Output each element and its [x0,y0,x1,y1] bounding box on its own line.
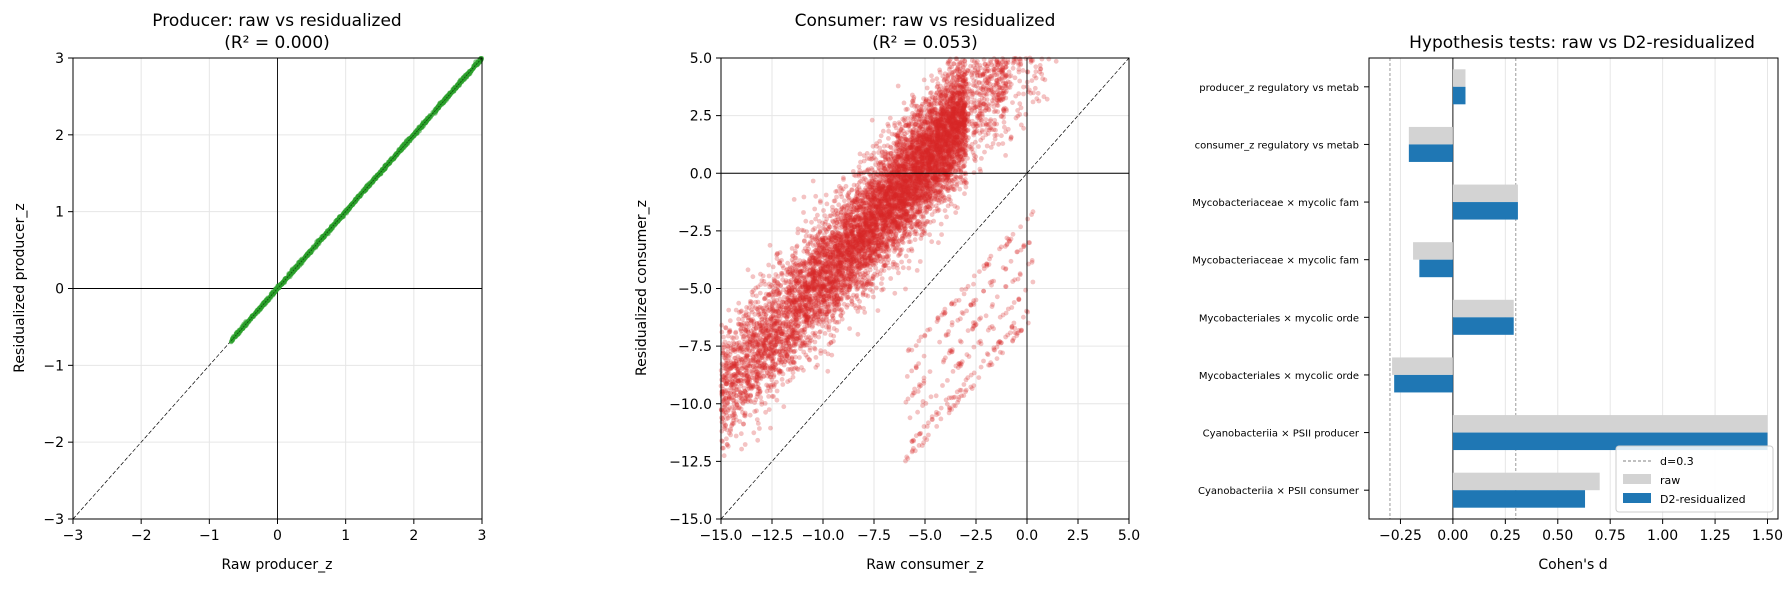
producer-title: Producer: raw vs residualized [152,11,401,31]
consumer-point [953,210,958,215]
consumer-point [825,202,830,207]
consumer-title: Consumer: raw vs residualized [795,11,1056,31]
consumer-point [915,268,920,273]
consumer-point [739,447,744,452]
producer-point [230,338,235,343]
consumer-point [814,355,819,360]
consumer-point [925,86,930,91]
consumer-point [766,263,771,268]
producer-point [350,201,355,206]
consumer-point [861,306,866,311]
consumer-point [962,191,967,196]
consumer-point [1003,153,1008,158]
consumer-point [818,351,823,356]
consumer-point [880,276,885,281]
consumer-point [936,240,941,245]
consumer-point [834,195,839,200]
consumer-point [838,192,843,197]
producer-subtitle: (R² = 0.000) [224,33,330,53]
y-tick-label: 0 [55,282,64,298]
x-tick-label: 0 [273,528,282,544]
consumer-point [719,323,724,328]
consumer-point [899,260,904,265]
consumer-subtitle: (R² = 0.053) [872,33,978,53]
consumer-point [721,335,726,340]
consumer-point [751,274,756,279]
consumer-point [767,274,772,279]
consumer-point [1036,91,1041,96]
y-tick-label: 1 [55,205,64,221]
consumer-point [1021,68,1026,73]
consumer-point [999,133,1004,138]
consumer-point [1033,86,1038,91]
consumer-point [1032,74,1037,79]
consumer-point [996,142,1001,147]
producer-point [255,308,260,313]
consumer-point [736,301,741,306]
consumer-point [982,150,987,155]
y-tick-label: −2 [43,435,64,451]
consumer-point [929,73,934,78]
consumer-point [994,133,999,138]
consumer-point [881,129,886,134]
producer-point [329,224,334,229]
consumer-point [753,300,758,305]
consumer-point [1014,116,1019,121]
y-tick-label: −1 [43,358,64,374]
x-tick-label: −2 [131,528,152,544]
x-tick-label: 3 [478,528,487,544]
consumer-point [862,310,867,315]
y-tick-label: −3 [43,512,64,528]
x-tick-label: 2 [409,528,418,544]
x-tick-label: −3 [63,528,84,544]
consumer-point [757,426,762,431]
consumer-point [781,404,786,409]
producer-ylabel: Residualized producer_z [12,203,28,372]
consumer-point [870,118,875,123]
consumer-point [972,170,977,175]
x-tick-label: −1 [199,528,220,544]
consumer-point [888,116,893,121]
consumer-point [719,330,724,335]
y-tick-label: 2 [55,128,64,144]
consumer-point [722,453,727,458]
producer-point [423,121,428,126]
consumer-point [892,291,897,296]
consumer-point [748,413,753,418]
y-tick-label: 3 [55,51,64,67]
producer-point [457,83,462,88]
consumer-point [802,195,807,200]
consumer-point [896,271,901,276]
consumer-point [922,78,927,83]
consumer-point [870,289,875,294]
consumer-point [768,426,773,431]
consumer-point [979,156,984,161]
consumer-point [803,219,808,224]
producer-xlabel: Raw producer_z [222,557,333,573]
x-tick-label: 1 [341,528,350,544]
consumer-point [985,144,990,149]
consumer-point [780,382,785,387]
